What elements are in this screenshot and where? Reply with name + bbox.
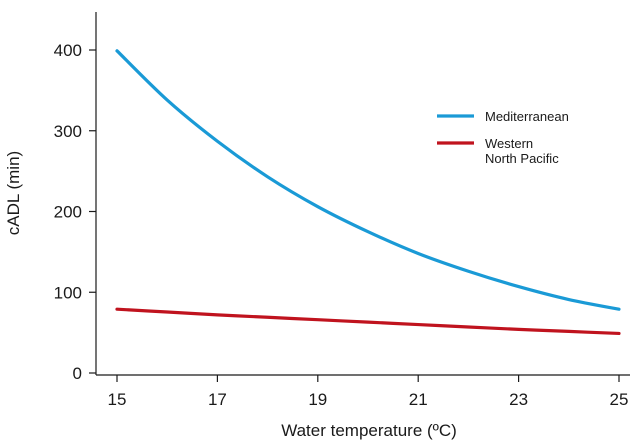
x-tick-label-15: 15 — [108, 390, 127, 409]
y-tick-label-400: 400 — [54, 41, 82, 60]
series-line-western-north-pacific — [115, 307, 621, 336]
y-tick-label-0: 0 — [73, 364, 82, 383]
x-ticks: 15 17 19 21 23 25 — [108, 375, 629, 409]
x-tick-label-21: 21 — [409, 390, 428, 409]
y-tick-label-100: 100 — [54, 283, 82, 302]
legend-label-western-north-pacific: Western North Pacific — [485, 136, 559, 166]
series-group — [115, 49, 621, 336]
y-tick-label-300: 300 — [54, 122, 82, 141]
x-tick-label-23: 23 — [509, 390, 528, 409]
y-axis-title: cADL (min) — [4, 151, 23, 235]
x-tick-label-25: 25 — [610, 390, 629, 409]
legend-label-mediterranean: Mediterranean — [485, 109, 569, 124]
x-axis-title: Water temperature (ºC) — [281, 421, 457, 440]
series-line-mediterranean — [115, 49, 621, 311]
axes — [95, 12, 630, 376]
y-tick-label-200: 200 — [54, 203, 82, 222]
x-tick-label-17: 17 — [208, 390, 227, 409]
x-tick-label-19: 19 — [308, 390, 327, 409]
y-ticks: 0 100 200 300 400 — [54, 41, 96, 383]
legend: Mediterranean Western North Pacific — [437, 109, 569, 166]
